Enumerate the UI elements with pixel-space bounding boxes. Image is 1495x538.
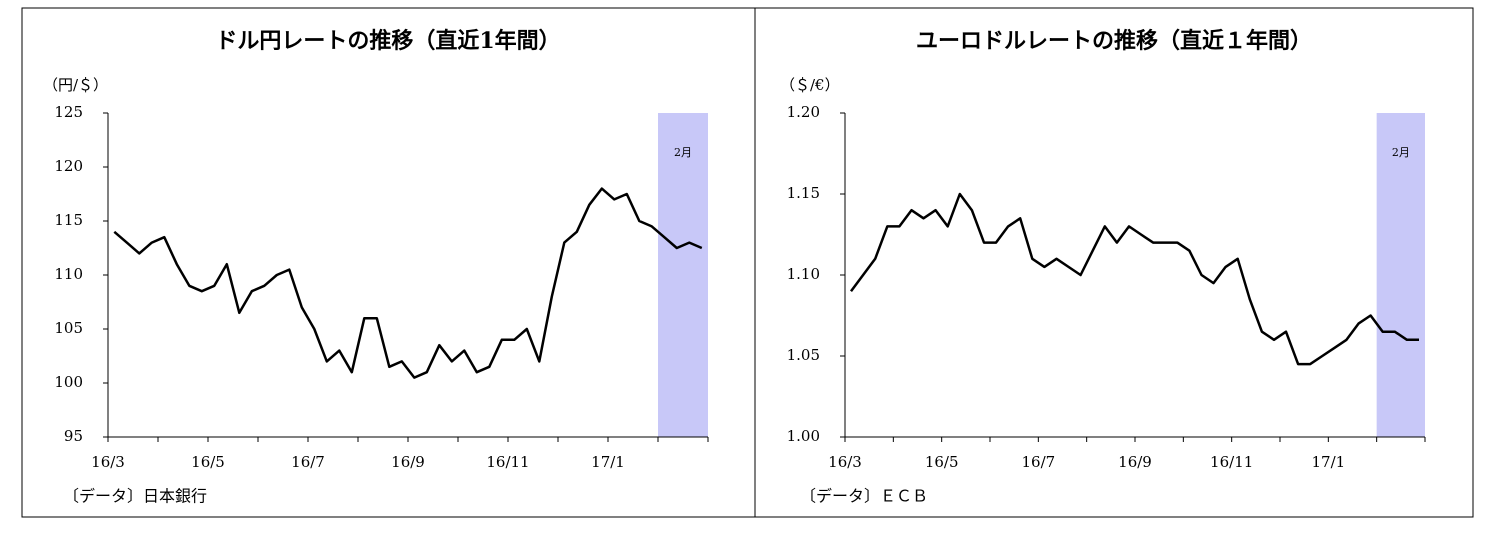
- x-tick-label: 17/1: [1311, 453, 1345, 471]
- shaded-period: [658, 113, 708, 437]
- chart-title: ユーロドルレートの推移（直近１年間）: [916, 28, 1312, 54]
- source: 〔データ〕日本銀行: [63, 487, 207, 506]
- x-tick-label: 16/5: [925, 453, 959, 471]
- shade-label: 2月: [674, 146, 692, 159]
- y-tick-label: 110: [54, 265, 83, 283]
- shade-label: 2月: [1392, 146, 1410, 159]
- line-series: [849, 192, 1419, 366]
- y-tick-label: 1.00: [787, 427, 820, 445]
- shaded-period: [1376, 113, 1425, 437]
- y-tick-label: 1.05: [787, 346, 820, 364]
- x-tick-label: 16/11: [486, 453, 529, 471]
- x-tick-label: 16/9: [1118, 453, 1152, 471]
- x-tick-label: 16/3: [828, 453, 862, 471]
- y-tick-label: 95: [64, 427, 83, 445]
- line-series: [113, 187, 703, 379]
- frame: [21, 7, 1474, 518]
- y-tick-label: 1.10: [787, 265, 820, 283]
- x-tick-label: 16/3: [91, 453, 125, 471]
- x-tick-label: 16/5: [191, 453, 225, 471]
- y-axis-label: （円/＄）: [43, 76, 108, 94]
- x-tick-label: 16/9: [391, 453, 425, 471]
- y-tick-label: 1.15: [787, 184, 820, 202]
- y-tick-label: 105: [54, 319, 83, 337]
- y-tick-label: 115: [54, 211, 83, 229]
- y-tick-label: 1.20: [787, 103, 820, 121]
- y-tick-label: 120: [54, 157, 83, 175]
- x-tick-label: 17/1: [591, 453, 625, 471]
- source: 〔データ〕ＥＣＢ: [800, 487, 928, 506]
- y-tick-label: 100: [54, 373, 83, 391]
- x-tick-label: 16/7: [1021, 453, 1055, 471]
- y-tick-label: 125: [54, 103, 83, 121]
- chart-title: ドル円レートの推移（直近1年間）: [215, 28, 560, 54]
- x-tick-label: 16/11: [1210, 453, 1253, 471]
- x-tick-label: 16/7: [291, 453, 325, 471]
- y-axis-label: （＄/€）: [780, 76, 840, 94]
